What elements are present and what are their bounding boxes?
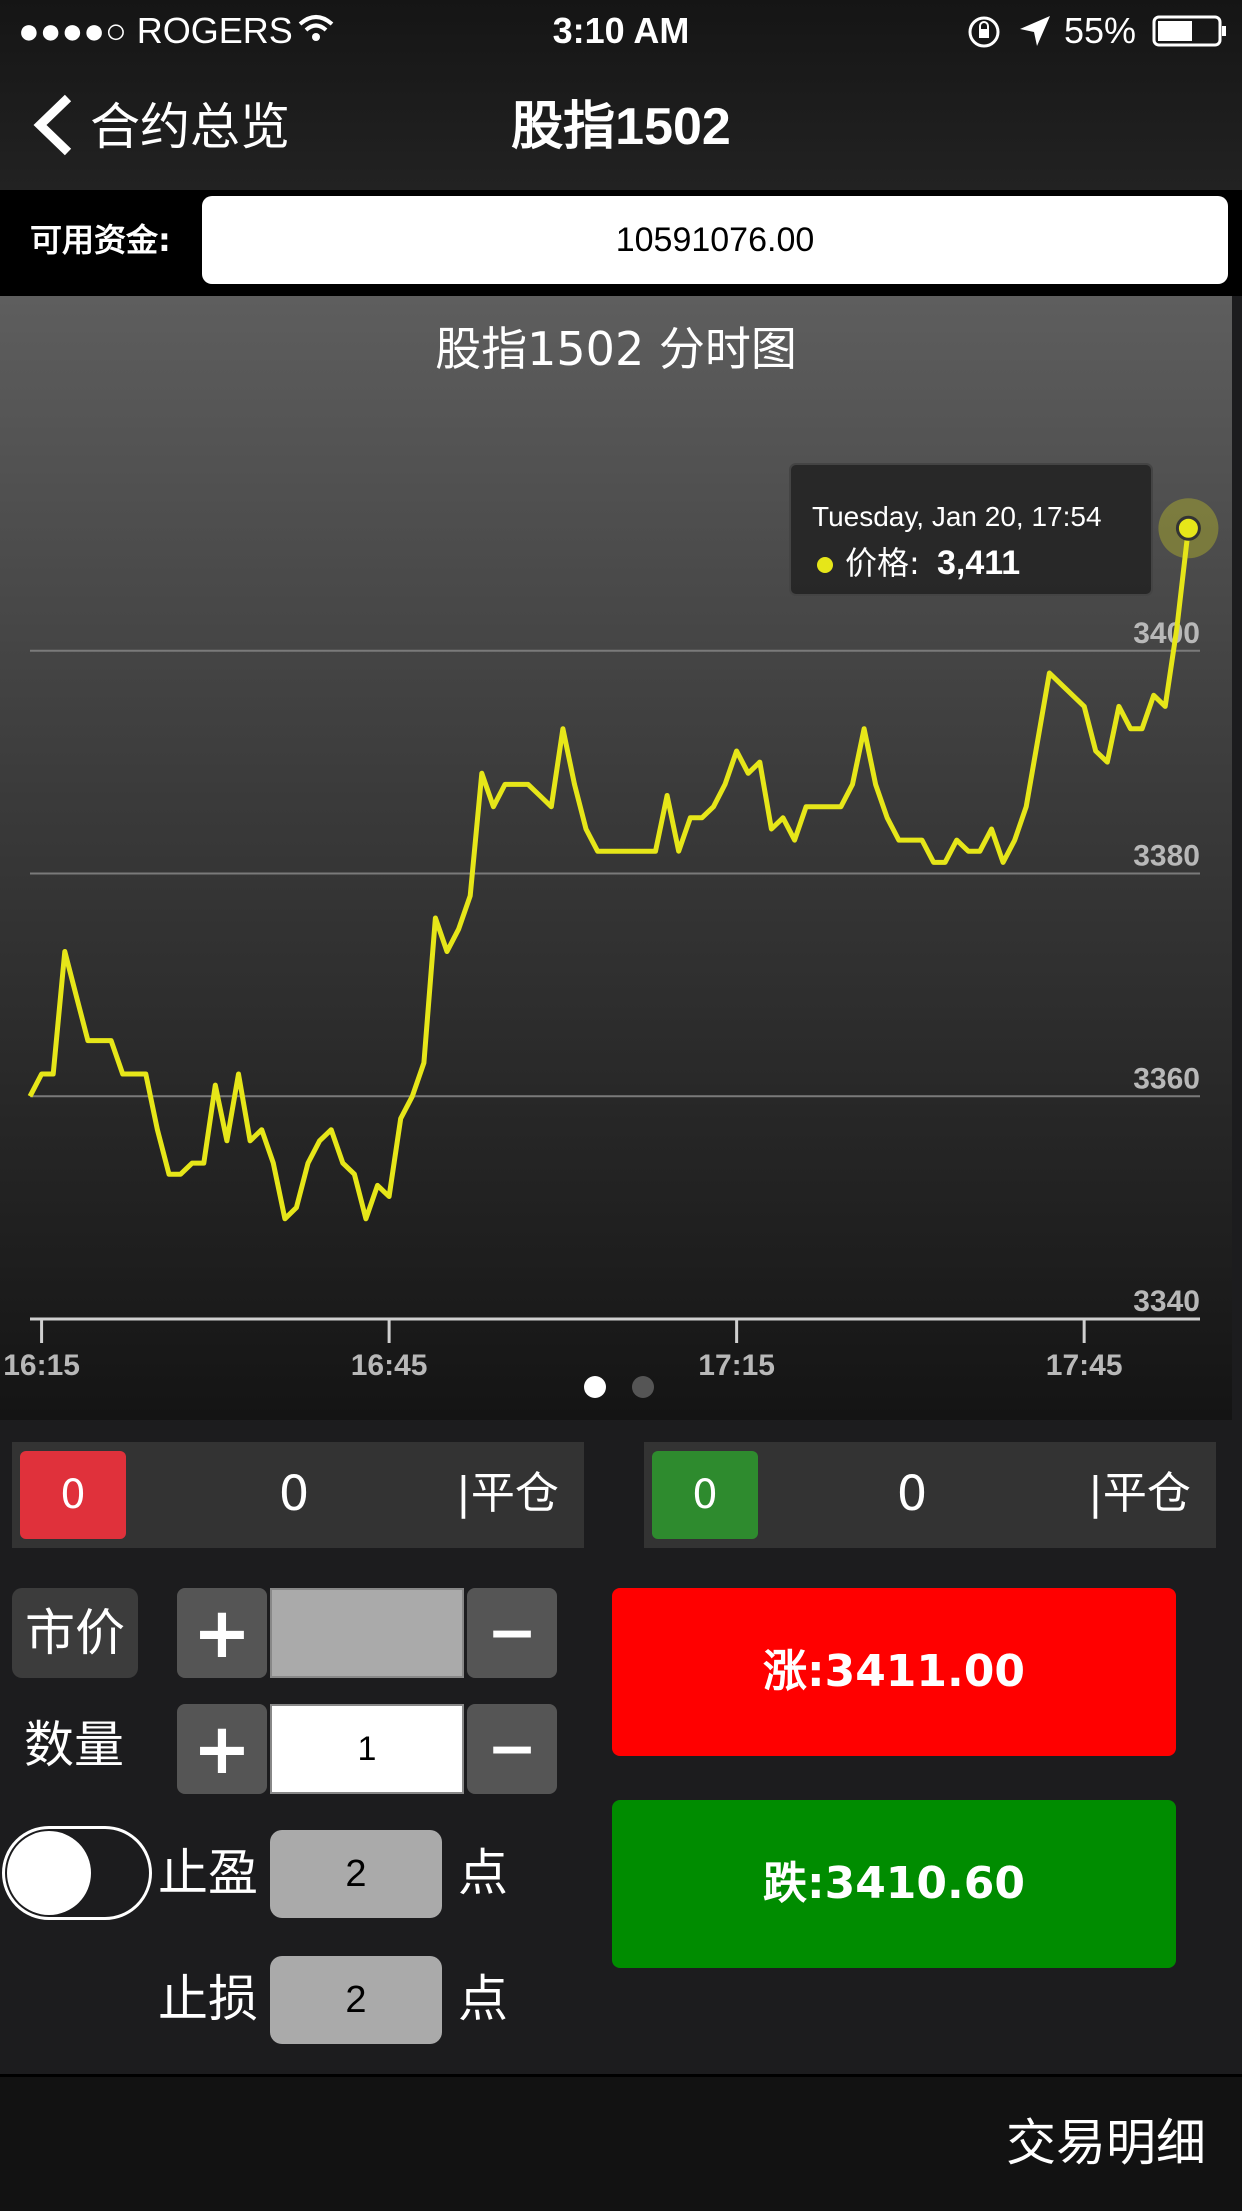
long-close-button[interactable]: |平仓 [456,1462,559,1526]
short-position-count: 0 [862,1462,962,1526]
rotation-lock-icon [966,14,1002,54]
y-tick-label: 3340 [1133,1285,1200,1318]
price-plus-button[interactable]: + [177,1588,267,1678]
stop-loss-input[interactable]: 2 [270,1956,442,2044]
price-type-button[interactable]: 市价 [12,1588,138,1678]
location-arrow-icon [1018,14,1052,52]
funds-label: 可用资金: [30,216,171,264]
stop-loss-unit: 点 [458,1964,508,2034]
tooltip-value: 3,411 [937,544,1020,582]
take-profit-unit: 点 [458,1838,508,1908]
tooltip-series-dot [817,557,833,573]
toggle-knob [7,1831,91,1915]
stop-toggle[interactable] [2,1826,152,1920]
hover-point [1177,517,1199,539]
y-tick-label: 3360 [1133,1062,1200,1095]
short-position-badge: 0 [652,1451,758,1539]
sell-down-button[interactable]: 跌:3410.60 [612,1800,1176,1968]
price-chart[interactable]: 3340 3360 3380 3400 16:15 16:45 17:15 17:45 Tues… [0,296,1232,1420]
price-input[interactable] [270,1588,464,1678]
status-time: 3:10 AM [0,8,1242,54]
long-position-badge: 0 [20,1451,126,1539]
quantity-input[interactable]: 1 [270,1704,464,1794]
page-dot-1[interactable] [584,1376,606,1398]
x-tick-label: 17:45 [1046,1349,1123,1382]
x-tick-label: 17:15 [698,1349,775,1382]
quantity-plus-button[interactable]: + [177,1704,267,1794]
y-tick-label: 3380 [1133,840,1200,873]
page-title: 股指1502 [0,92,1242,162]
take-profit-label: 止盈 [158,1838,258,1908]
stop-loss-label: 止损 [158,1964,258,2034]
battery-percent: 55% [1064,8,1136,54]
x-tick-label: 16:45 [351,1349,428,1382]
x-tick-label: 16:15 [3,1349,80,1382]
y-tick-label: 3400 [1133,617,1200,650]
price-minus-button[interactable]: − [467,1588,557,1678]
take-profit-input[interactable]: 2 [270,1830,442,1918]
trade-detail-button[interactable]: 交易明细 [1006,2108,1206,2178]
buy-up-button[interactable]: 涨:3411.00 [612,1588,1176,1756]
quantity-minus-button[interactable]: − [467,1704,557,1794]
short-close-button[interactable]: |平仓 [1088,1462,1191,1526]
battery-icon [1152,14,1228,52]
tooltip-date: Tuesday, Jan 20, 17:54 [812,501,1102,532]
tooltip-label: 价格: [845,544,920,582]
long-position-count: 0 [244,1462,344,1526]
funds-value-field: 10591076.00 [202,196,1228,284]
page-dot-2[interactable] [632,1376,654,1398]
quantity-label: 数量 [24,1710,124,1780]
